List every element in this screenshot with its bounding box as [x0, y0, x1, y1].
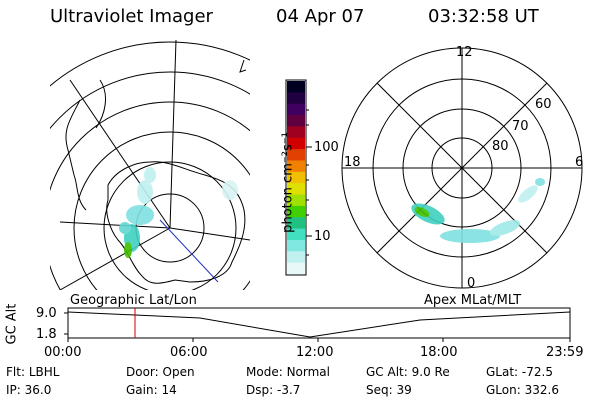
- colorbar-ticks: [306, 109, 312, 256]
- glat-value: -72.5: [521, 365, 553, 379]
- altitude-xtick-0600: 06:00: [170, 345, 208, 360]
- colorbar-cell: [287, 217, 305, 230]
- colorbar-cell: [287, 171, 305, 184]
- colorbar-cell: [287, 115, 305, 127]
- flt-label: Flt:: [6, 365, 25, 379]
- colorbar-cell: [287, 194, 305, 207]
- apex-map-label: Apex MLat/MLT: [424, 293, 522, 308]
- gcalt-label: GC Alt:: [366, 365, 408, 379]
- colorbar-cell: [287, 126, 305, 139]
- mlt-label-6: 6: [575, 155, 584, 170]
- altitude-ytick-9: 9.0: [36, 306, 57, 321]
- lat-label-80: 80: [492, 139, 509, 154]
- seq-value: 39: [396, 383, 412, 397]
- altitude-plot-frame: [64, 307, 571, 342]
- gcalt-field: GC Alt: 9.0 Re: [366, 366, 450, 378]
- colorbar-tick-10: 10: [314, 229, 331, 244]
- colorbar-unit-label: photon cm⁻²s⁻¹: [280, 132, 296, 233]
- instrument-title: Ultraviolet Imager: [50, 6, 213, 27]
- dsp-label: Dsp:: [246, 383, 274, 397]
- gain-field: Gain: 14: [126, 384, 177, 396]
- colorbar-cell: [287, 137, 305, 150]
- colorbar-cell: [287, 149, 305, 161]
- altitude-xtick-1800: 18:00: [420, 345, 458, 360]
- colorbar: [285, 79, 307, 276]
- colorbar-cells: [287, 81, 305, 275]
- glon-field: GLon: 332.6: [486, 384, 559, 396]
- door-field: Door: Open: [126, 366, 195, 378]
- polar-plot: [341, 47, 583, 289]
- glat-label: GLat:: [486, 365, 519, 379]
- seq-label: Seq:: [366, 383, 393, 397]
- colorbar-cell: [287, 81, 305, 93]
- colorbar-cell: [287, 262, 305, 275]
- geographic-map: [50, 40, 250, 290]
- colorbar-cell: [287, 228, 305, 241]
- flt-value: LBHL: [28, 365, 60, 379]
- mlt-label-18: 18: [344, 155, 361, 170]
- colorbar-tick-100: 100: [314, 140, 339, 155]
- altitude-xtick-2359: 23:59: [546, 345, 584, 360]
- door-value: Open: [162, 365, 195, 379]
- mode-label: Mode:: [246, 365, 283, 379]
- gain-label: Gain:: [126, 383, 158, 397]
- colorbar-cell: [287, 251, 305, 264]
- colorbar-cell: [287, 103, 305, 116]
- lat-label-70: 70: [512, 119, 529, 134]
- glon-value: 332.6: [524, 383, 559, 397]
- gain-value: 14: [161, 383, 177, 397]
- geographic-map-label: Geographic Lat/Lon: [70, 293, 197, 308]
- ip-value: 36.0: [24, 383, 52, 397]
- time-label: 03:32:58 UT: [428, 6, 539, 27]
- flt-field: Flt: LBHL: [6, 366, 59, 378]
- altitude-xtick-0000: 00:00: [44, 345, 82, 360]
- altitude-ytick-1.8: 1.8: [36, 327, 57, 342]
- dsp-field: Dsp: -3.7: [246, 384, 300, 396]
- lat-label-60: 60: [535, 97, 552, 112]
- colorbar-cell: [287, 205, 305, 218]
- ip-label: IP:: [6, 383, 21, 397]
- date-label: 04 Apr 07: [276, 6, 365, 27]
- door-label: Door:: [126, 365, 159, 379]
- colorbar-cell: [287, 92, 305, 105]
- colorbar-cell: [287, 183, 305, 196]
- glat-field: GLat: -72.5: [486, 366, 553, 378]
- mlt-label-12: 12: [456, 45, 473, 60]
- mode-value: Normal: [286, 365, 330, 379]
- ip-field: IP: 36.0: [6, 384, 51, 396]
- dsp-value: -3.7: [276, 383, 301, 397]
- polar-aurora: [411, 178, 545, 243]
- colorbar-cell: [287, 239, 305, 252]
- gcalt-value: 9.0 Re: [411, 365, 450, 379]
- colorbar-cell: [287, 160, 305, 173]
- seq-field: Seq: 39: [366, 384, 412, 396]
- mlt-label-0: 0: [467, 276, 476, 291]
- altitude-ylabel: GC Alt: [4, 303, 20, 345]
- mode-field: Mode: Normal: [246, 366, 330, 378]
- glon-label: GLon:: [486, 383, 521, 397]
- altitude-xtick-1200: 12:00: [296, 345, 334, 360]
